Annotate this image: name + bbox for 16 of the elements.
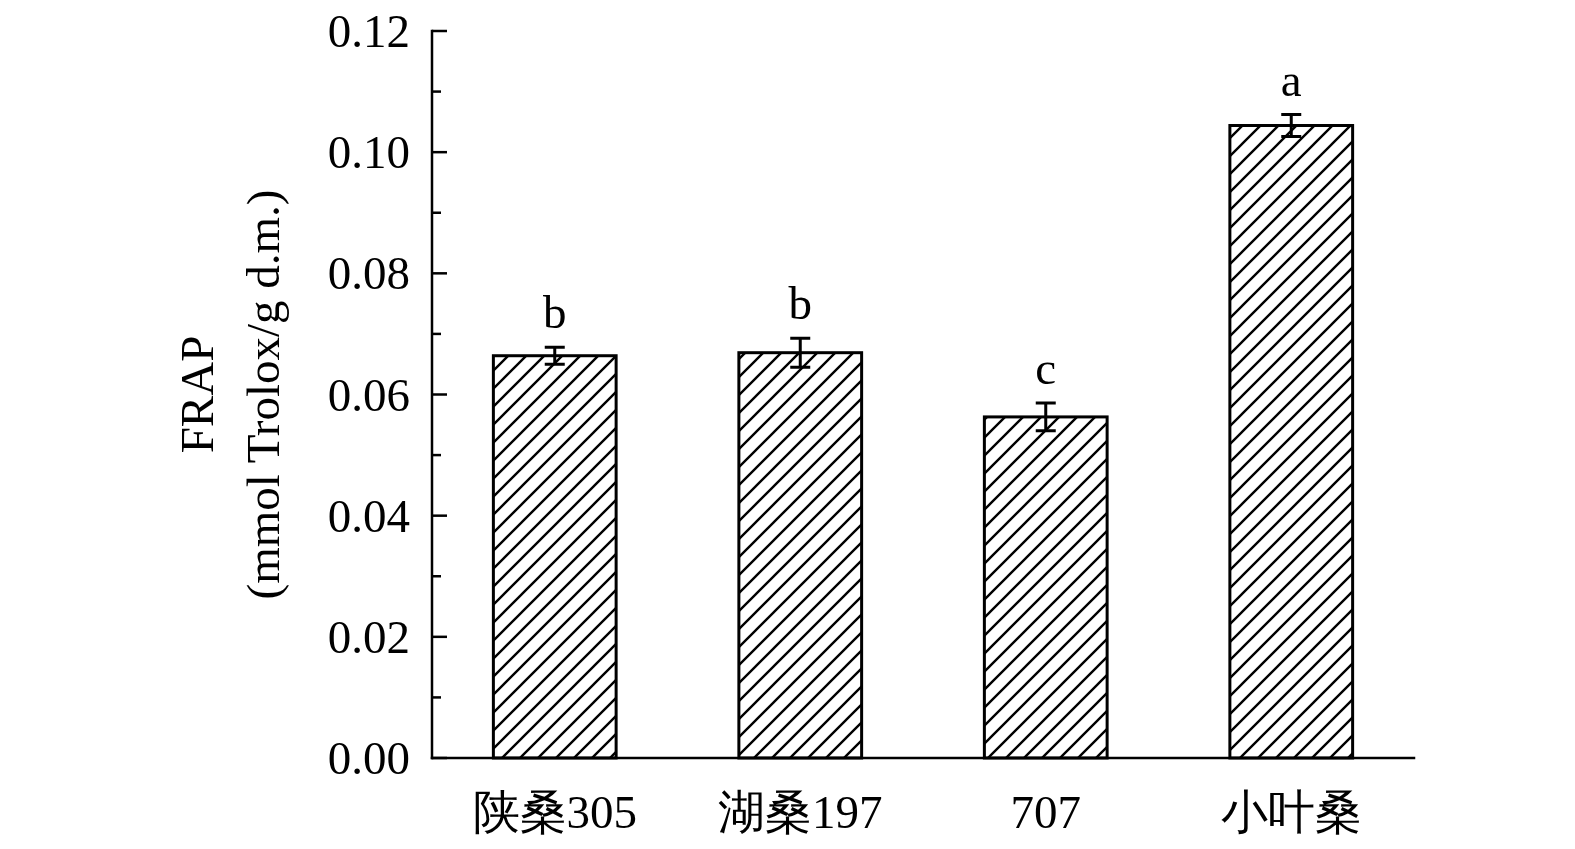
annotation: b	[788, 277, 812, 330]
y-tick-label: 0.04	[327, 489, 410, 542]
x-tick-label: 707	[1010, 786, 1081, 838]
y-axis-title: FRAP (mmol Trolox/g d.m.)	[171, 189, 289, 600]
y-tick-label: 0.06	[327, 368, 410, 421]
y-tick-label: 0.12	[327, 5, 410, 57]
annotation: b	[543, 286, 567, 339]
annotation: a	[1280, 53, 1302, 106]
y-tick-label: 0.00	[327, 732, 410, 784]
annotation: c	[1035, 341, 1057, 394]
x-tick-label: 陕桑305	[472, 786, 637, 838]
y-tick-label: 0.02	[327, 610, 410, 663]
x-tick-label: 湖桑197	[718, 786, 883, 838]
y-tick-label: 0.10	[327, 126, 410, 179]
x-tick-label: 小叶桑	[1220, 786, 1362, 838]
y-tick-label: 0.08	[327, 247, 410, 300]
